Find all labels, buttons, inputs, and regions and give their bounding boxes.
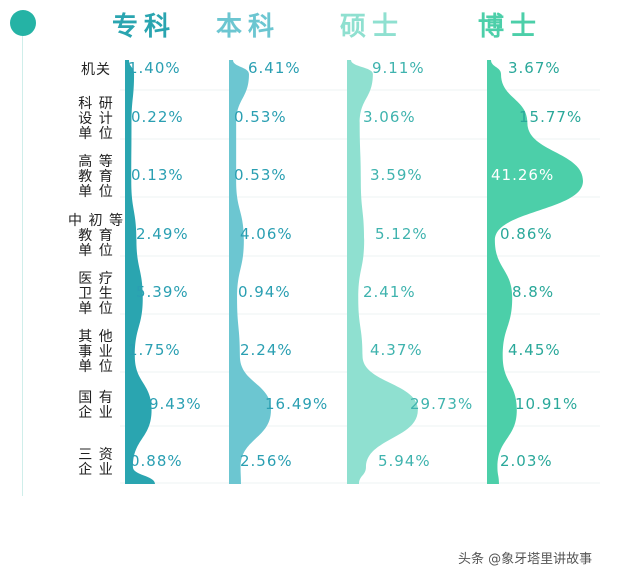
data-label: 0.22%	[131, 108, 184, 126]
data-label: 15.77%	[519, 108, 583, 126]
data-label: 41.26%	[491, 166, 555, 184]
ridge-area-4	[487, 60, 583, 484]
data-label: 4.45%	[508, 341, 561, 359]
data-label: 0.13%	[131, 166, 184, 184]
data-label: 3.06%	[363, 108, 416, 126]
category-label: 中 初 等教 育单 位	[68, 212, 124, 259]
data-label: 5.94%	[378, 452, 431, 470]
ridge-area-1	[125, 60, 155, 484]
category-label: 高 等教 育单 位	[78, 153, 114, 200]
data-label: 6.41%	[248, 59, 301, 77]
data-label: 2.41%	[363, 283, 416, 301]
ridge-area-2	[229, 60, 271, 484]
data-label: 5.39%	[136, 283, 189, 301]
data-label: 2.49%	[136, 225, 189, 243]
data-label: 2.24%	[240, 341, 293, 359]
series-header: 本科	[216, 12, 281, 42]
series-header: 博士	[478, 12, 543, 42]
data-label: 4.06%	[240, 225, 293, 243]
data-label: 0.86%	[500, 225, 553, 243]
header-dot	[10, 10, 36, 36]
watermark: 头条 @象牙塔里讲故事	[458, 552, 593, 567]
data-label: 1.40%	[128, 59, 181, 77]
data-label: 9.43%	[149, 395, 202, 413]
data-label: 0.94%	[238, 283, 291, 301]
data-label: 5.12%	[375, 225, 428, 243]
data-label: 8.8%	[512, 283, 555, 301]
data-label: 29.73%	[410, 395, 474, 413]
category-label: 三 资企 业	[78, 447, 114, 478]
series-header: 硕士	[340, 12, 405, 42]
series-header: 专科	[112, 12, 177, 42]
data-label: 3.59%	[370, 166, 423, 184]
data-label: 0.53%	[234, 108, 287, 126]
data-label: 9.11%	[372, 59, 425, 77]
category-label: 国 有企 业	[78, 390, 114, 421]
data-label: 1.75%	[128, 341, 181, 359]
data-label: 0.53%	[234, 166, 287, 184]
data-label: 10.91%	[515, 395, 579, 413]
category-label: 其 他事 业单 位	[78, 328, 114, 375]
data-label: 2.03%	[500, 452, 553, 470]
left-guide-line	[22, 36, 23, 496]
category-label: 科 研设 计单 位	[78, 95, 114, 142]
category-label: 机关	[81, 61, 111, 78]
data-label: 3.67%	[508, 59, 561, 77]
data-label: 16.49%	[265, 395, 329, 413]
category-label: 医 疗卫 生单 位	[78, 270, 114, 317]
data-label: 2.56%	[240, 452, 293, 470]
data-label: 4.37%	[370, 341, 423, 359]
data-label: 0.88%	[130, 452, 183, 470]
ridge-area-3	[347, 60, 418, 484]
